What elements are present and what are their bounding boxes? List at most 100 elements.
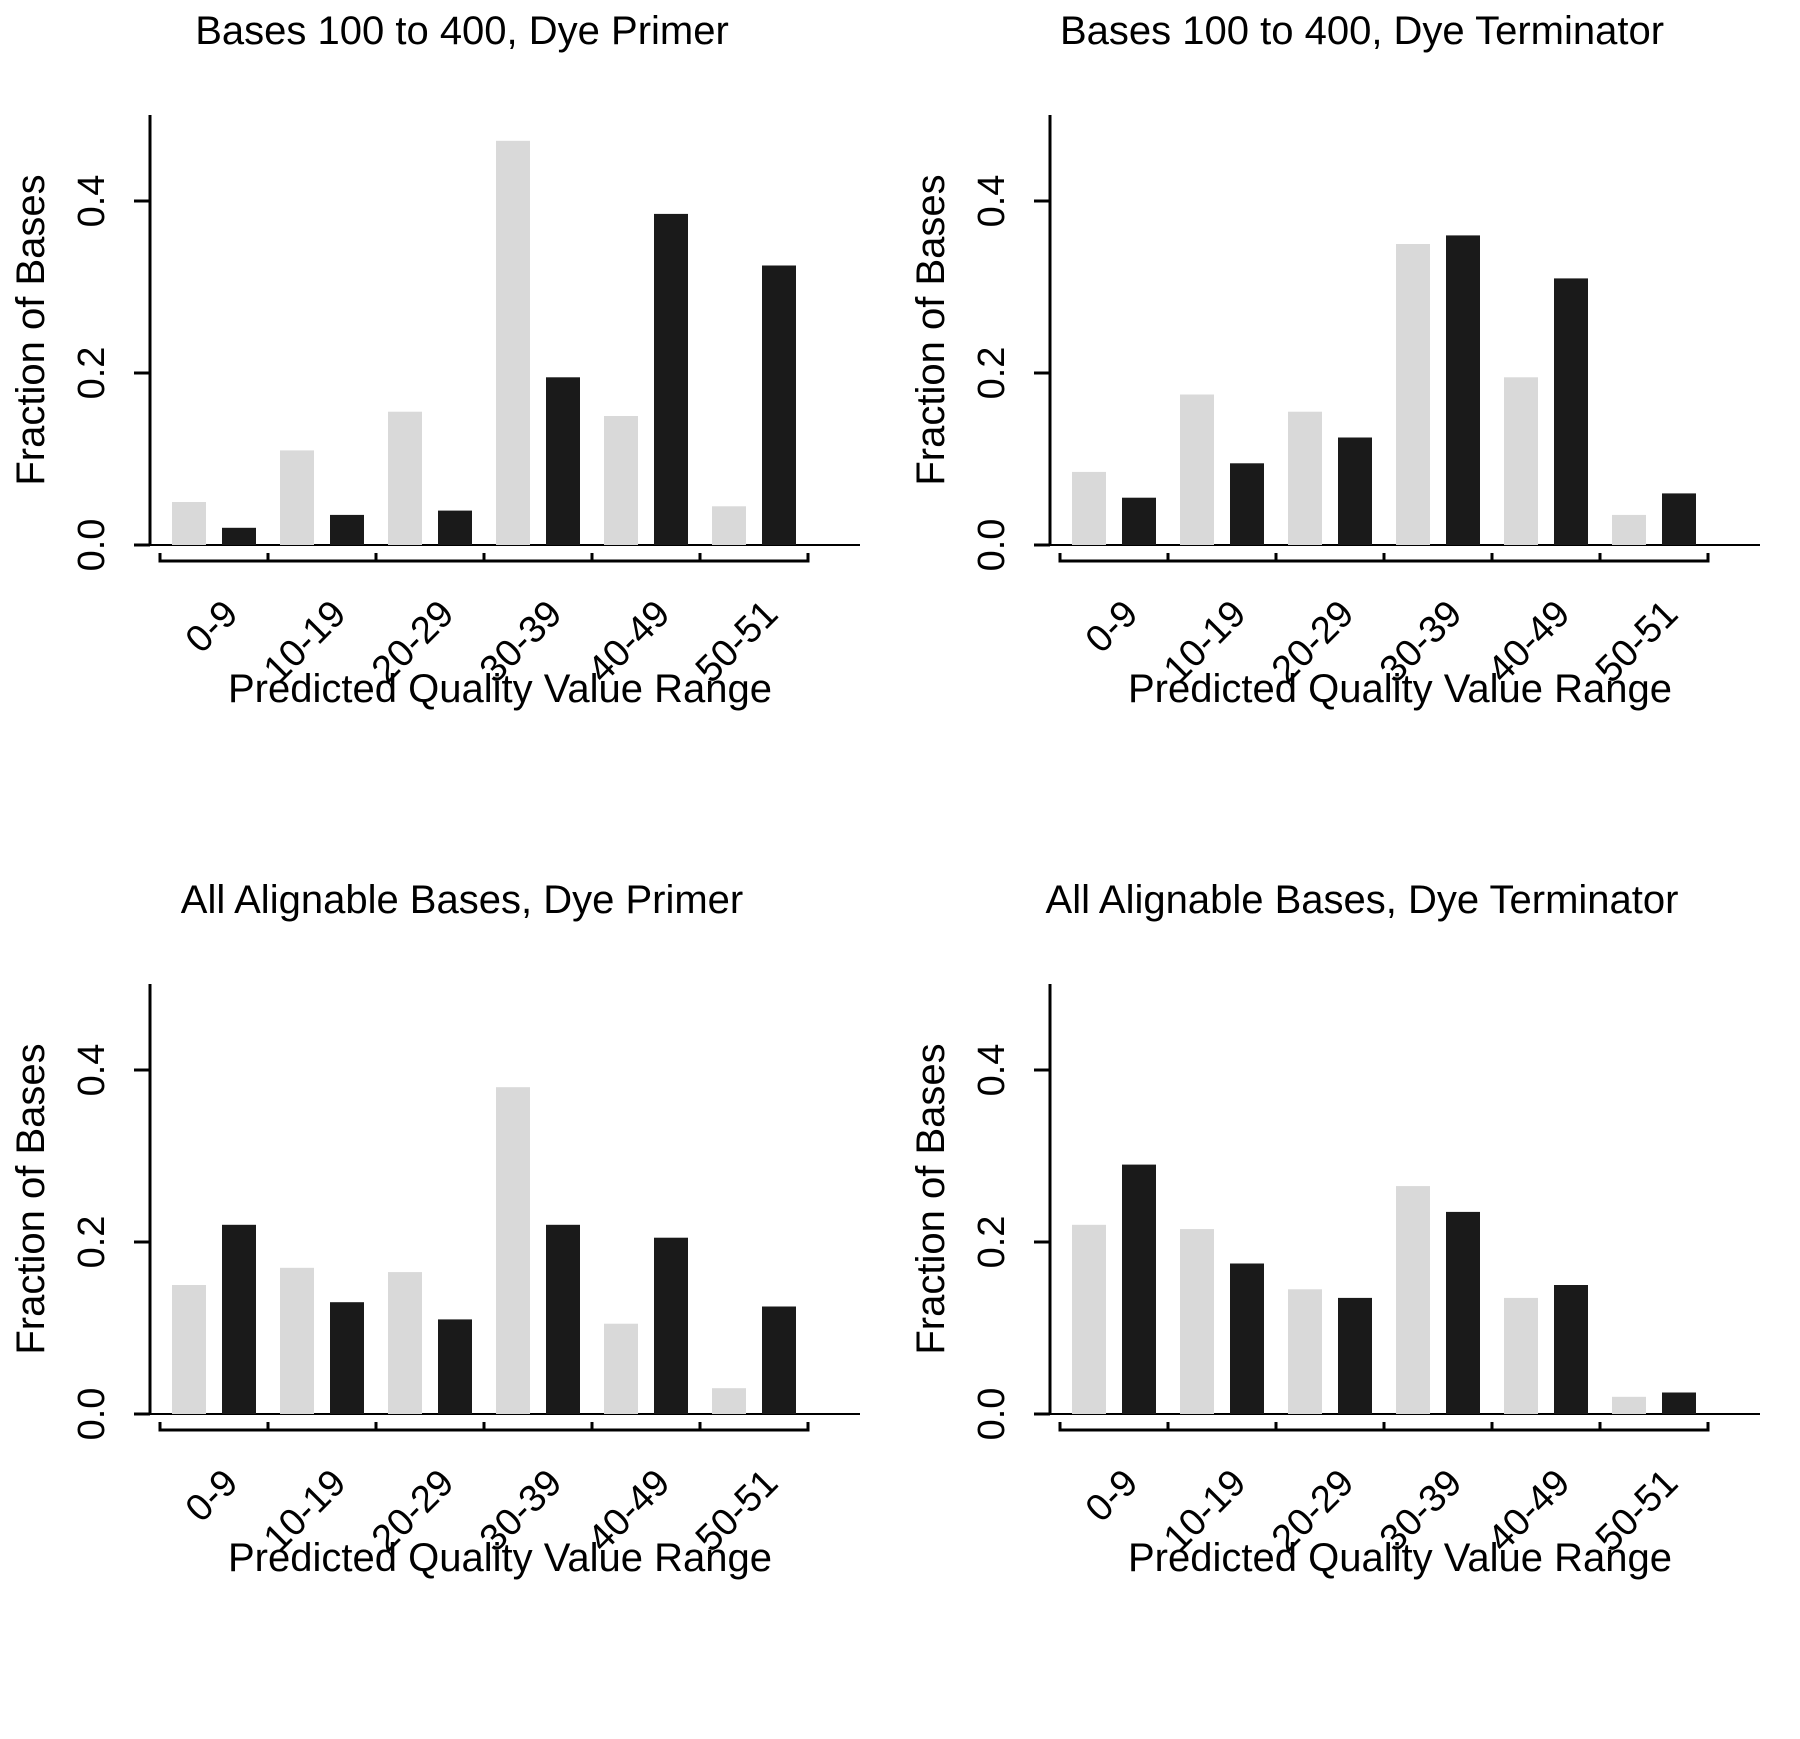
bar-gray [496,140,530,546]
bar-black [1662,1392,1696,1414]
bar-black [222,527,256,545]
group-bracket [1490,1422,1602,1432]
chart-title: All Alignable Bases, Dye Primer [181,878,743,922]
chart-bases-100-400-dye-primer: Bases 100 to 400, Dye Primer Fraction of … [0,0,900,869]
group-bracket [1382,553,1494,563]
y-tick-label: 0.2 [971,347,1013,400]
group-bracket [1058,553,1170,563]
bar-gray [172,502,206,545]
bar-black [546,1224,580,1414]
group-bracket [698,1422,810,1432]
bar-gray [1504,377,1538,545]
bar-black [1338,437,1372,545]
bar-chart: Bases 100 to 400, Dye Primer Fraction of … [9,9,860,711]
x-axis-label: Predicted Quality Value Range [228,667,772,711]
y-tick-label: 0.4 [971,175,1013,228]
bar-black [762,265,796,545]
bar-gray [1396,1186,1430,1414]
bar-gray [496,1087,530,1414]
y-tick-label: 0.0 [971,1388,1013,1441]
group-bracket [482,553,594,563]
bar-chart: All Alignable Bases, Dye Terminator Fract… [909,878,1760,1580]
bar-black [1230,1263,1264,1414]
bar-gray [1612,1396,1646,1414]
y-axis-label: Fraction of Bases [909,174,953,485]
y-tick-label: 0.4 [71,175,113,228]
chart-title: Bases 100 to 400, Dye Terminator [1060,9,1664,53]
group-bracket [158,1422,270,1432]
bar-black [438,510,472,545]
chart-title: Bases 100 to 400, Dye Primer [195,9,729,53]
bar-black [1446,235,1480,545]
bar-gray [172,1285,206,1414]
bar-black [654,1237,688,1414]
y-axis-label: Fraction of Bases [9,1043,53,1354]
y-tick-label: 0.0 [971,519,1013,572]
bar-black [1554,1285,1588,1414]
bar-chart: All Alignable Bases, Dye Primer Fraction … [9,878,860,1580]
bar-black [1230,463,1264,545]
bar-black [1662,493,1696,545]
bar-gray [1180,1229,1214,1414]
bar-black [1554,278,1588,545]
chart-all-alignable-dye-primer: All Alignable Bases, Dye Primer Fraction … [0,869,900,1738]
bar-gray [1288,1289,1322,1414]
bar-black [438,1319,472,1414]
y-tick-label: 0.0 [71,519,113,572]
y-tick-label: 0.2 [71,1216,113,1269]
group-bracket [374,1422,486,1432]
group-bracket [1274,553,1386,563]
group-bracket [698,553,810,563]
y-tick-label: 0.2 [971,1216,1013,1269]
x-tick-label: 0-9 [1078,1462,1147,1531]
bar-gray [280,1267,314,1414]
bar-black [546,377,580,545]
group-bracket [590,553,702,563]
bar-black [330,1302,364,1414]
bar-gray [712,1388,746,1414]
bar-black [1338,1297,1372,1414]
y-tick-label: 0.2 [71,347,113,400]
bar-black [1122,1164,1156,1414]
y-axis-label: Fraction of Bases [909,1043,953,1354]
bar-chart: Bases 100 to 400, Dye Terminator Fraction… [909,9,1760,711]
group-bracket [266,553,378,563]
group-bracket [482,1422,594,1432]
x-tick-label: 0-9 [178,593,247,662]
y-tick-label: 0.4 [71,1044,113,1097]
bar-black [222,1224,256,1414]
bar-gray [388,1272,422,1414]
bar-black [1122,497,1156,545]
bar-black [1446,1211,1480,1414]
group-bracket [590,1422,702,1432]
x-axis-label: Predicted Quality Value Range [1128,667,1672,711]
group-bracket [1382,1422,1494,1432]
x-tick-label: 0-9 [1078,593,1147,662]
bar-gray [712,506,746,545]
bar-gray [388,411,422,545]
y-tick-label: 0.0 [71,1388,113,1441]
bar-gray [1072,1224,1106,1414]
group-bracket [1490,553,1602,563]
bar-gray [1288,411,1322,545]
bar-gray [1180,394,1214,545]
bar-black [654,213,688,545]
bar-gray [604,416,638,545]
x-tick-label: 0-9 [178,1462,247,1531]
group-bracket [158,553,270,563]
group-bracket [1166,553,1278,563]
group-bracket [1598,553,1710,563]
group-bracket [1274,1422,1386,1432]
bar-gray [280,450,314,545]
bar-black [330,514,364,545]
bar-gray [1396,244,1430,545]
chart-title: All Alignable Bases, Dye Terminator [1046,878,1679,922]
group-bracket [1058,1422,1170,1432]
bar-gray [604,1323,638,1414]
group-bracket [1166,1422,1278,1432]
x-axis-label: Predicted Quality Value Range [1128,1536,1672,1580]
group-bracket [1598,1422,1710,1432]
bar-gray [1072,471,1106,545]
chart-bases-100-400-dye-terminator: Bases 100 to 400, Dye Terminator Fraction… [900,0,1800,869]
